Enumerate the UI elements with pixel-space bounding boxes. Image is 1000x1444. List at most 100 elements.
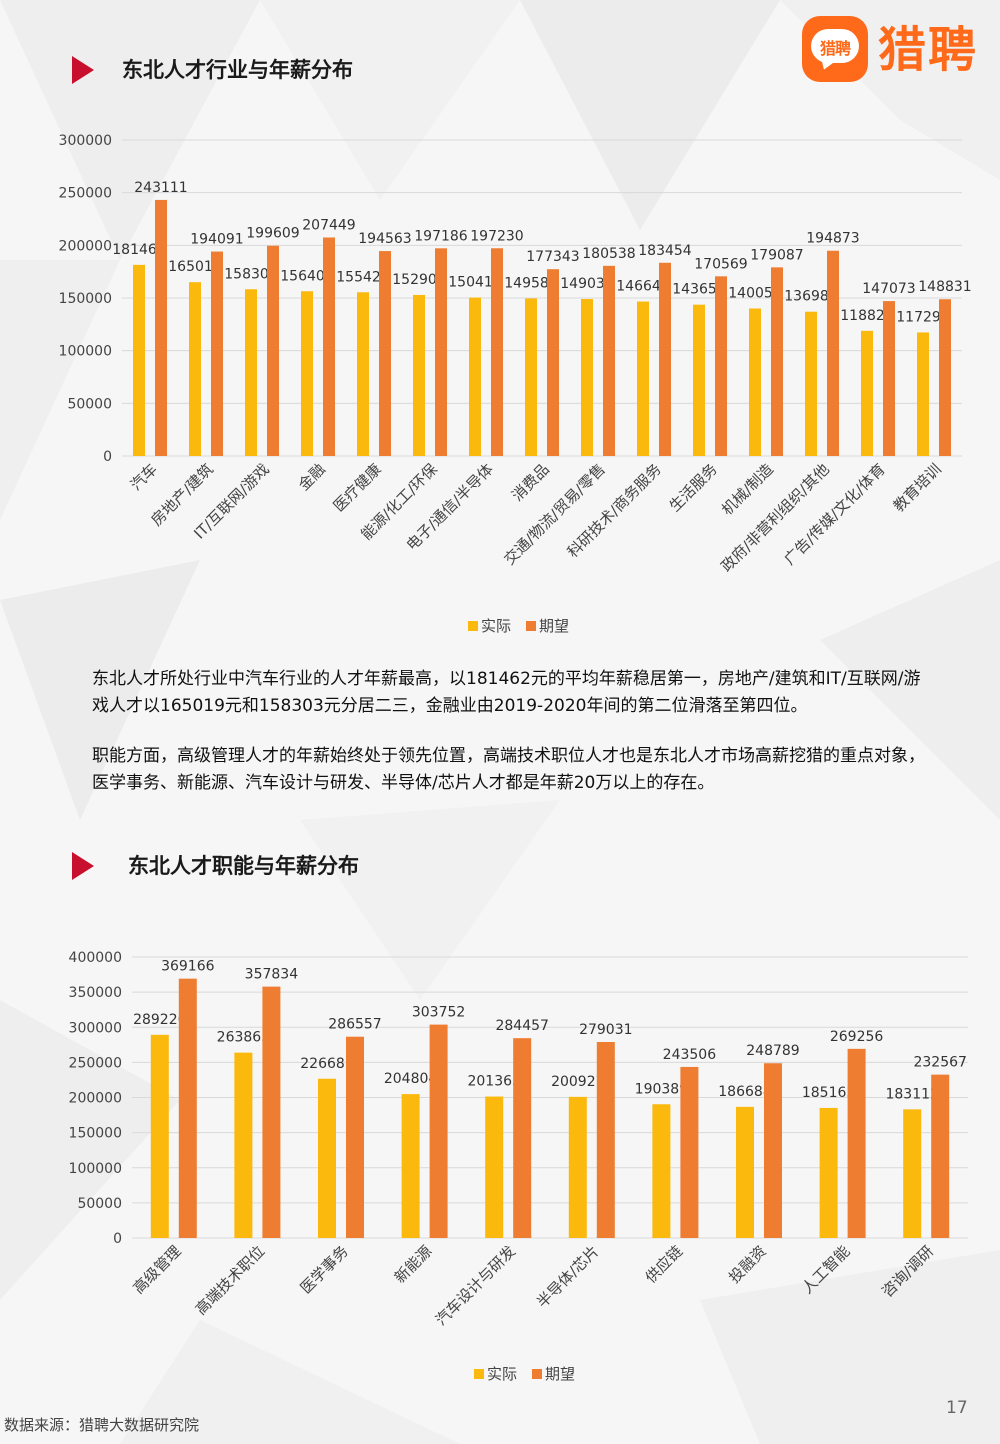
- data-label-expected: 284457: [495, 1018, 548, 1034]
- bar-actual: [652, 1104, 671, 1238]
- data-label-expected: 170569: [694, 256, 747, 272]
- logo-mini-text: 猎聘: [819, 39, 851, 58]
- paragraph-function: 职能方面，高级管理人才的年薪始终处于领先位置，高端技术职位人才也是东北人才市场高…: [92, 746, 925, 793]
- bar-expected: [939, 299, 951, 456]
- data-label-actual: 143658: [672, 282, 725, 298]
- bar-expected: [491, 248, 503, 456]
- data-label-actual: 140054: [728, 285, 782, 301]
- bar-actual: [819, 1107, 838, 1238]
- bar-actual: [245, 289, 257, 456]
- data-label-expected: 194091: [190, 232, 243, 248]
- data-label-expected: 269256: [830, 1029, 884, 1045]
- bar-expected: [847, 1048, 866, 1238]
- data-label-expected: 147073: [862, 281, 915, 297]
- category-label: 广告/传媒/文化/体育: [781, 460, 889, 568]
- bar-actual: [413, 294, 425, 456]
- y-tick-label: 250000: [59, 186, 112, 202]
- bar-expected: [680, 1066, 699, 1238]
- data-label-actual: 117296: [896, 309, 950, 325]
- data-label-expected: 303752: [412, 1005, 465, 1021]
- bar-actual: [736, 1106, 754, 1238]
- bar-expected: [659, 262, 671, 456]
- bar-actual: [469, 297, 481, 456]
- bar-actual: [861, 330, 873, 456]
- bar-actual: [357, 292, 369, 456]
- data-label-expected: 180538: [582, 246, 635, 262]
- category-label: 政府/非营利组织/其他: [717, 460, 832, 575]
- data-label-actual: 183112: [885, 1086, 938, 1102]
- bar-actual: [749, 308, 761, 456]
- paragraph-industry: 东北人才所处行业中汽车行业的人才年薪最高，以181462元的平均年薪稳居第一，房…: [92, 669, 921, 716]
- bar-expected: [827, 250, 839, 456]
- category-label: 高端技术职位: [192, 1242, 268, 1318]
- bar-actual: [401, 1094, 420, 1238]
- bar-expected: [883, 301, 895, 456]
- y-tick-label: 100000: [59, 344, 112, 360]
- data-label-expected: 286557: [328, 1017, 381, 1033]
- legend-label-expected: 期望: [539, 617, 569, 635]
- y-tick-label: 0: [103, 449, 112, 465]
- data-label-actual: 289226: [133, 1012, 187, 1028]
- bar-actual: [805, 311, 817, 456]
- data-source-note: 数据来源：猎聘大数据研究院: [4, 1416, 200, 1434]
- bar-actual: [485, 1096, 504, 1238]
- legend-swatch-actual: [474, 1369, 484, 1379]
- data-label-actual: 185165: [802, 1085, 855, 1101]
- category-label: 汽车: [127, 460, 161, 494]
- bar-expected: [771, 267, 783, 456]
- category-label: 科研技术/商务服务: [564, 460, 665, 561]
- y-tick-label: 150000: [69, 1126, 122, 1142]
- category-label: 咨询/调研: [878, 1242, 937, 1301]
- logo-badge: 猎聘: [802, 16, 868, 82]
- bar-expected: [931, 1074, 950, 1238]
- data-label-actual: 156403: [280, 268, 333, 284]
- bar-expected: [155, 199, 167, 456]
- data-label-actual: 152902: [392, 272, 445, 288]
- page-number: 17: [946, 1398, 968, 1418]
- data-label-expected: 248789: [746, 1043, 799, 1059]
- data-label-expected: 197186: [414, 228, 468, 244]
- bar-expected: [715, 276, 727, 456]
- bar-actual: [318, 1078, 336, 1238]
- legend-label-actual: 实际: [487, 1365, 517, 1383]
- y-tick-label: 250000: [69, 1055, 122, 1071]
- category-label: 汽车设计与研发: [432, 1242, 519, 1329]
- section-arrow-icon: [72, 56, 94, 84]
- data-label-expected: 183454: [638, 243, 692, 259]
- y-tick-label: 50000: [67, 396, 112, 412]
- data-label-actual: 155429: [336, 269, 389, 285]
- data-label-expected: 148831: [918, 279, 971, 295]
- industry-salary-chart: 0 50000 100000 150000 200000 250000 300000 1814…: [59, 133, 972, 635]
- data-label-expected: 243111: [134, 180, 187, 196]
- data-label-actual: 149582: [504, 275, 557, 291]
- data-label-actual: 136989: [784, 289, 837, 305]
- bar-actual: [301, 291, 313, 456]
- chart-legend: 实际 期望: [474, 1365, 575, 1383]
- data-label-expected: 207449: [302, 217, 355, 233]
- y-tick-label: 350000: [69, 985, 122, 1001]
- data-label-actual: 158303: [224, 266, 277, 282]
- bar-expected: [596, 1041, 615, 1238]
- bar-actual: [150, 1034, 169, 1238]
- data-label-expected: 232567: [913, 1055, 966, 1071]
- y-tick-label: 300000: [69, 1020, 122, 1036]
- bar-expected: [429, 1024, 448, 1238]
- bar-expected: [346, 1036, 364, 1238]
- data-label-expected: 199609: [246, 226, 299, 242]
- bar-actual: [693, 304, 705, 456]
- chart-legend: 实际 期望: [468, 617, 569, 635]
- y-tick-label: 200000: [69, 1091, 122, 1107]
- data-label-actual: 181462: [112, 242, 165, 258]
- liepin-logo: 猎聘 猎聘: [802, 16, 992, 86]
- function-salary-chart: 0 50000 100000 150000 200000 250000 300000 3500…: [69, 950, 968, 1383]
- bar-actual: [234, 1052, 253, 1238]
- data-label-actual: 226681: [300, 1056, 353, 1072]
- y-tick-label: 300000: [59, 133, 112, 149]
- section-industry-title: 东北人才行业与年薪分布: [122, 58, 353, 82]
- category-label: 供应链: [642, 1242, 687, 1287]
- data-label-expected: 194563: [358, 231, 411, 247]
- y-tick-label: 100000: [69, 1161, 122, 1177]
- logo-text: 猎聘: [878, 22, 979, 78]
- data-label-expected: 369166: [161, 959, 215, 975]
